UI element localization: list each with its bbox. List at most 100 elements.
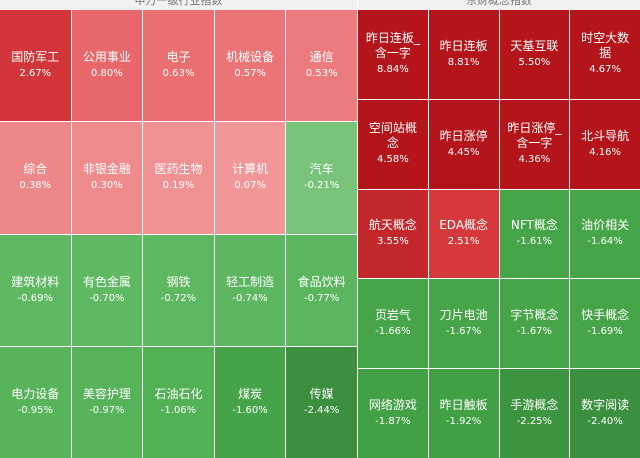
tile[interactable]: 机械设备 0.57%: [214, 10, 286, 122]
tile-name: 昨日连板: [439, 38, 488, 53]
tile-name: NFT概念: [510, 218, 558, 233]
tile[interactable]: 字节概念 -1.67%: [499, 279, 570, 369]
tile[interactable]: 昨日涨停 4.45%: [428, 99, 499, 189]
tile-name: 通信: [309, 50, 334, 65]
tile-name: 油价相关: [581, 218, 630, 233]
tile-change: -1.61%: [516, 236, 553, 248]
tile-name: 昨日涨停_含一字: [507, 121, 562, 151]
tile-name: 页岩气: [374, 308, 411, 323]
tile-change: -1.64%: [587, 236, 623, 248]
tile-change: -1.92%: [445, 416, 482, 428]
tile-name: 机械设备: [226, 50, 275, 65]
tile[interactable]: 建筑材料 -0.69%: [0, 234, 71, 346]
panel-title: 东财概念指数: [358, 0, 640, 10]
tile-name: 北斗导航: [581, 128, 630, 143]
tile-change: -0.72%: [160, 292, 197, 304]
tile-name: 轻工制造: [226, 274, 275, 289]
tile[interactable]: 计算机 0.07%: [214, 122, 286, 234]
tile[interactable]: EDA概念 2.51%: [428, 189, 499, 279]
tile[interactable]: 数字阅读 -2.40%: [570, 369, 640, 458]
tile[interactable]: 网络游戏 -1.87%: [358, 369, 428, 458]
tile[interactable]: 煤炭 -1.60%: [214, 346, 286, 458]
tile-change: -0.21%: [303, 180, 340, 192]
tile[interactable]: 有色金属 -0.70%: [71, 234, 143, 346]
tile-change: 4.45%: [447, 146, 480, 158]
tile-change: -1.66%: [375, 326, 411, 338]
tile[interactable]: 天基互联 5.50%: [499, 10, 570, 99]
tile-name: 快手概念: [581, 308, 630, 323]
tile[interactable]: 国防军工 2.67%: [0, 10, 71, 122]
tile-change: -0.70%: [89, 292, 125, 304]
tile-name: 非银金融: [82, 162, 131, 177]
tile-name: 刀片电池: [439, 308, 488, 323]
tile-change: 0.19%: [162, 180, 195, 192]
tile-name: 网络游戏: [368, 398, 417, 413]
tile-change: 4.67%: [589, 64, 622, 76]
tile-change: 4.16%: [589, 146, 622, 158]
tile-change: 2.51%: [447, 236, 480, 248]
panel: 申万一级行业指数 国防军工 2.67% 公用事业 0.80% 电子 0.63% 机械设备 0.…: [0, 0, 357, 458]
tile-change: 0.80%: [91, 68, 123, 80]
tile-name: 食品饮料: [297, 274, 346, 289]
tile-change: 4.58%: [376, 154, 409, 166]
tile[interactable]: 电力设备 -0.95%: [0, 346, 71, 458]
tile-change: -2.44%: [303, 404, 340, 416]
tile[interactable]: 综合 0.38%: [0, 122, 71, 234]
tile-change: -0.74%: [232, 292, 268, 304]
tile-change: 8.81%: [447, 56, 480, 68]
tile-name: 时空大数据: [581, 31, 630, 61]
tile-name: 石油石化: [154, 386, 203, 401]
tile-change: 8.84%: [376, 64, 409, 76]
tile[interactable]: NFT概念 -1.61%: [499, 189, 570, 279]
tile-change: -0.77%: [303, 292, 340, 304]
tile-change: 0.07%: [234, 180, 266, 192]
tile-change: -1.69%: [587, 326, 623, 338]
tile[interactable]: 手游概念 -2.25%: [499, 369, 570, 458]
tile-name: 国防军工: [11, 50, 60, 65]
tile-change: 0.57%: [234, 68, 266, 80]
tile[interactable]: 油价相关 -1.64%: [570, 189, 640, 279]
tile-name: 数字阅读: [581, 398, 630, 413]
tile[interactable]: 页岩气 -1.66%: [358, 279, 428, 369]
tile-change: 0.53%: [305, 68, 338, 80]
tile-change: -1.87%: [375, 416, 411, 428]
tile-change: 4.36%: [518, 154, 551, 166]
tile[interactable]: 空间站概念 4.58%: [358, 99, 428, 189]
tile-change: -2.40%: [587, 416, 623, 428]
tile[interactable]: 昨日连板_含一字 8.84%: [358, 10, 428, 99]
tile[interactable]: 食品饮料 -0.77%: [286, 234, 357, 346]
tile[interactable]: 北斗导航 4.16%: [570, 99, 640, 189]
tile-name: 电子: [166, 50, 191, 65]
tile[interactable]: 公用事业 0.80%: [71, 10, 143, 122]
tile[interactable]: 通信 0.53%: [286, 10, 357, 122]
tile-change: 3.55%: [376, 236, 409, 248]
tile[interactable]: 汽车 -0.21%: [286, 122, 357, 234]
tile-name: 计算机: [232, 162, 269, 177]
tile[interactable]: 昨日涨停_含一字 4.36%: [499, 99, 570, 189]
tile[interactable]: 刀片电池 -1.67%: [428, 279, 499, 369]
tile[interactable]: 航天概念 3.55%: [358, 189, 428, 279]
tile[interactable]: 昨日触板 -1.92%: [428, 369, 499, 458]
tile[interactable]: 传媒 -2.44%: [286, 346, 357, 458]
tile-name: 昨日连板_含一字: [365, 31, 420, 61]
tile-change: 0.38%: [19, 180, 52, 192]
tile[interactable]: 美容护理 -0.97%: [71, 346, 143, 458]
tile-name: 医药生物: [154, 162, 203, 177]
tile[interactable]: 石油石化 -1.06%: [143, 346, 214, 458]
tile[interactable]: 钢铁 -0.72%: [143, 234, 214, 346]
tile[interactable]: 轻工制造 -0.74%: [214, 234, 286, 346]
tile-change: 5.50%: [518, 56, 551, 68]
tile[interactable]: 时空大数据 4.67%: [570, 10, 640, 99]
tile[interactable]: 非银金融 0.30%: [71, 122, 143, 234]
tile-change: -1.06%: [160, 404, 197, 416]
tile-name: 字节概念: [510, 308, 559, 323]
tile-name: 空间站概念: [368, 121, 417, 151]
tile[interactable]: 快手概念 -1.69%: [570, 279, 640, 369]
tile-grid: 昨日连板_含一字 8.84% 昨日连板 8.81% 天基互联 5.50% 时空大数据 4.67…: [358, 10, 640, 458]
tile[interactable]: 电子 0.63%: [143, 10, 214, 122]
tile[interactable]: 昨日连板 8.81%: [428, 10, 499, 99]
tile-change: -1.67%: [445, 326, 482, 338]
tile[interactable]: 医药生物 0.19%: [143, 122, 214, 234]
tile-name: 煤炭: [238, 386, 263, 401]
panel: 东财概念指数 昨日连板_含一字 8.84% 昨日连板 8.81% 天基互联 5.50% 时空…: [358, 0, 640, 458]
